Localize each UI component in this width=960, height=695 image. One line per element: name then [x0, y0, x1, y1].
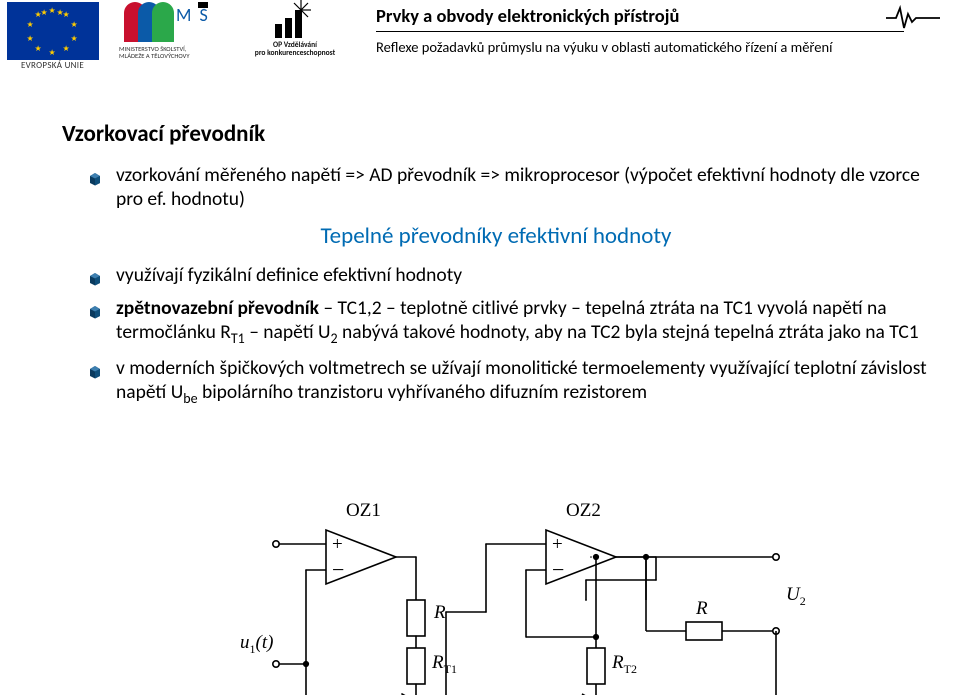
bullet-cube-icon — [88, 362, 102, 386]
header-right: Prvky a obvody elektronických přístrojů … — [376, 4, 936, 56]
label-minus: − — [332, 557, 344, 583]
header: ★ ★ ★ ★ ★ ★ ★ ★ ★ ★ ★ ★ EVROPSKÁ UNIE — [0, 0, 960, 90]
label-plus: + — [552, 534, 563, 556]
opvk-logo: OP Vzdělávání pro konkurenceschopnost — [225, 0, 365, 59]
label-minus: − — [552, 557, 564, 583]
label-plus: + — [332, 534, 343, 556]
bullet-item: v moderních špičkových voltmetrech se už… — [88, 357, 930, 407]
logos-left: ★ ★ ★ ★ ★ ★ ★ ★ ★ ★ ★ ★ EVROPSKÁ UNIE — [0, 0, 365, 71]
label-oz2: OZ2 — [566, 500, 601, 522]
label-U2: U2 — [786, 584, 806, 609]
msmt-logo: M Š MINISTERSTVO ŠKOLSTVÍ, MLÁDEŽE A TĚL… — [105, 0, 225, 60]
bullet-cube-icon — [88, 302, 102, 326]
bullet-item: využívají fyzikální definice efektivní h… — [88, 264, 930, 288]
label-u1: u1(t) — [240, 632, 273, 657]
bullet-list-2: využívají fyzikální definice efektivní h… — [88, 264, 930, 407]
bullet-cube-icon — [88, 269, 102, 293]
label-RT2: RT2 — [612, 652, 637, 677]
doc-subtitle: Reflexe požadavků průmyslu na výuku v ob… — [376, 38, 936, 56]
bullet-item: zpětnovazební převodník – TC1,2 – teplot… — [88, 297, 930, 347]
heartbeat-icon — [886, 2, 940, 37]
label-oz1: OZ1 — [346, 500, 381, 522]
label-R1: R — [434, 602, 446, 624]
page-heading: Vzorkovací převodník — [62, 120, 930, 148]
eu-flag-logo: ★ ★ ★ ★ ★ ★ ★ ★ ★ ★ ★ ★ EVROPSKÁ UNIE — [0, 0, 105, 71]
doc-title: Prvky a obvody elektronických přístrojů — [376, 4, 936, 27]
label-RT1: RT1 — [432, 652, 457, 677]
circuit-diagram: OZ1 OZ2 + − + − u1(t) R RT1 RT2 R TC1 TC… — [246, 502, 806, 695]
header-divider — [376, 31, 904, 32]
eu-flag-label: EVROPSKÁ UNIE — [0, 60, 105, 71]
bullet-item: vzorkování měřeného napětí => AD převodn… — [88, 164, 930, 212]
content: Vzorkovací převodník vzorkování měřeného… — [62, 120, 930, 417]
label-R2: R — [696, 598, 708, 620]
section-title: Tepelné převodníky efektivní hodnoty — [62, 222, 930, 250]
bullet-list-1: vzorkování měřeného napětí => AD převodn… — [88, 164, 930, 212]
bullet-cube-icon — [88, 169, 102, 193]
